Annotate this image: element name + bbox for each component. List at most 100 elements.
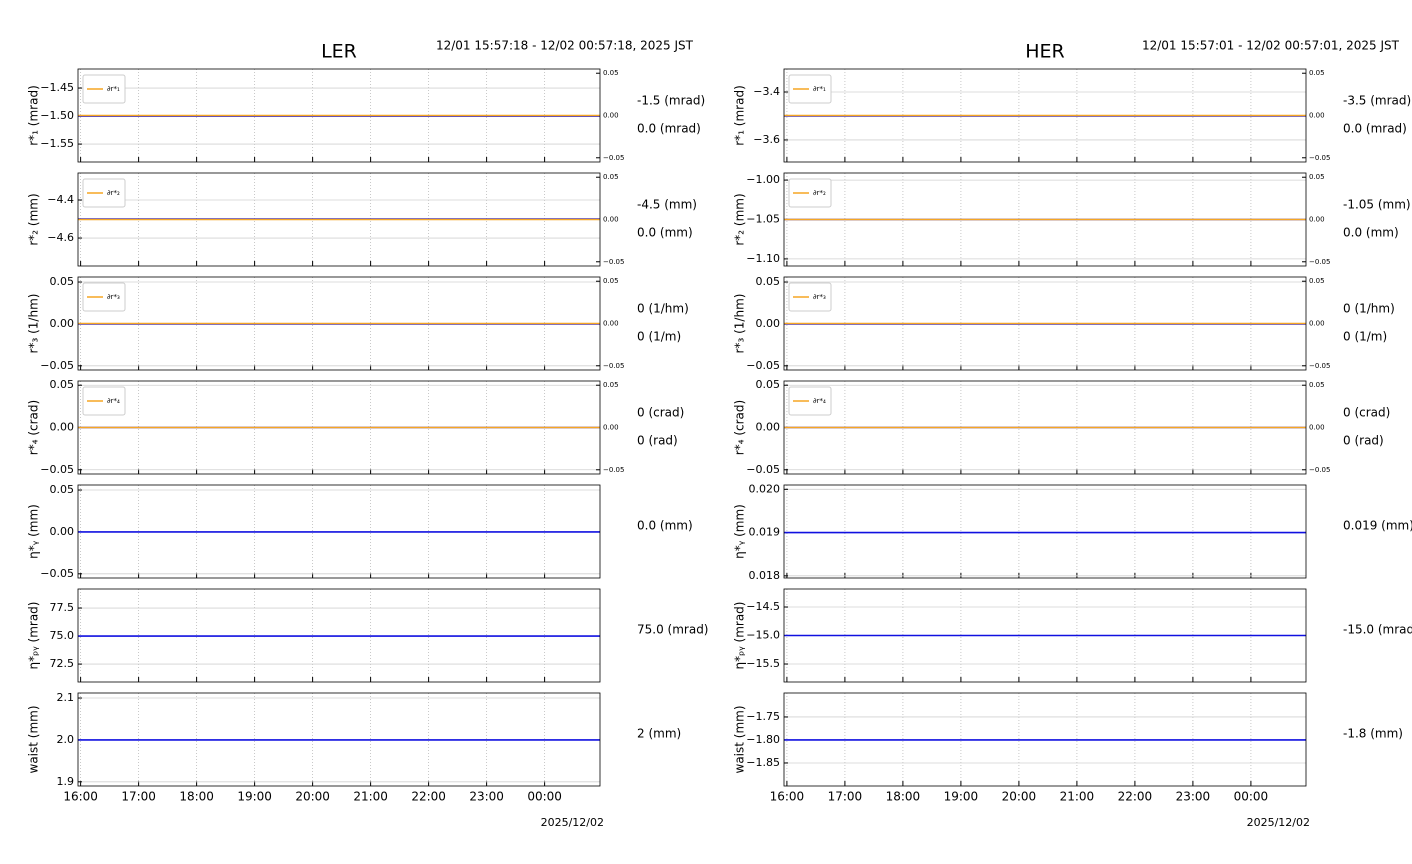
plot-frame <box>783 68 1307 163</box>
y2-tick-label: 0.05 <box>1309 69 1325 77</box>
y-tick-label: −1.00 <box>746 173 780 186</box>
annotation: 0 (rad) <box>1343 434 1384 448</box>
y-axis-label: η*ₚᵧ (mrad) <box>27 602 41 670</box>
legend-box <box>82 282 126 312</box>
annotation: 0.019 (mm) <box>1343 519 1412 533</box>
y2-tick-label: −0.05 <box>1309 362 1330 370</box>
annotation: 2 (mm) <box>637 727 681 741</box>
x-tick-label: 20:00 <box>295 790 330 804</box>
annotation: 0 (1/hm) <box>1343 302 1395 316</box>
y-tick-label: −1.75 <box>746 710 780 723</box>
annotation: 75.0 (mrad) <box>637 623 709 637</box>
y-axis-label: waist (mm) <box>733 705 747 773</box>
plot-frame <box>783 276 1307 371</box>
x-tick-label: 22:00 <box>411 790 446 804</box>
plot-frame <box>783 484 1307 579</box>
y-tick-label: 0.018 <box>749 569 781 582</box>
y-tick-label: −1.05 <box>746 213 780 226</box>
y2-tick-label: 0.00 <box>1309 320 1325 328</box>
y-tick-label: 77.5 <box>50 601 75 614</box>
y-tick-label: −1.55 <box>40 137 74 150</box>
legend-box <box>82 178 126 208</box>
annotation: 0.0 (mm) <box>637 226 693 240</box>
y2-tick-label: 0.00 <box>1309 216 1325 224</box>
y-axis-label: r*₄ (crad) <box>733 400 747 455</box>
y-tick-label: −4.4 <box>47 193 74 206</box>
x-axis-label: 2025/12/02 <box>1247 816 1310 829</box>
y2-tick-label: 0.00 <box>603 424 619 432</box>
legend-box <box>788 74 832 104</box>
annotation: -1.8 (mm) <box>1343 727 1403 741</box>
y-tick-label: −1.50 <box>40 109 74 122</box>
plot-frame <box>77 68 601 163</box>
annotation: 0 (crad) <box>1343 406 1390 420</box>
y2-tick-label: 0.05 <box>1309 173 1325 181</box>
x-tick-label: 17:00 <box>121 790 156 804</box>
legend-box <box>788 178 832 208</box>
x-tick-label: 00:00 <box>1234 790 1269 804</box>
y-axis-label: η*ₚᵧ (mrad) <box>733 602 747 670</box>
y-tick-label: 0.05 <box>50 378 75 391</box>
y-axis-label: waist (mm) <box>27 705 41 773</box>
x-tick-label: 16:00 <box>63 790 98 804</box>
y-tick-label: 1.9 <box>57 775 75 788</box>
annotation: 0 (rad) <box>637 434 678 448</box>
y-tick-label: −0.05 <box>40 463 74 476</box>
annotation: 0 (1/m) <box>1343 330 1387 344</box>
legend-label: ∂r*₁ <box>107 85 120 93</box>
y-tick-label: −15.5 <box>746 657 780 670</box>
y-tick-label: −1.45 <box>40 81 74 94</box>
x-tick-label: 21:00 <box>1060 790 1095 804</box>
x-tick-label: 16:00 <box>770 790 805 804</box>
y-axis-label: r*₂ (mm) <box>27 193 41 245</box>
plot-frame <box>783 172 1307 267</box>
y-tick-label: 0.05 <box>756 275 781 288</box>
y-tick-label: −1.80 <box>746 733 780 746</box>
annotation: -1.5 (mrad) <box>637 94 705 108</box>
legend-box <box>788 282 832 312</box>
x-tick-label: 20:00 <box>1002 790 1037 804</box>
y-axis-label: r*₃ (1/hm) <box>27 294 41 354</box>
y-axis-label: r*₂ (mm) <box>733 193 747 245</box>
legend-label: ∂r*₂ <box>107 189 120 197</box>
y-tick-label: 2.1 <box>57 691 75 704</box>
y-axis-label: r*₁ (mrad) <box>733 85 747 146</box>
x-tick-label: 00:00 <box>527 790 562 804</box>
annotation: 0 (1/hm) <box>637 302 689 316</box>
y-tick-label: 0.00 <box>756 317 781 330</box>
y-tick-label: 0.020 <box>749 482 781 495</box>
y-axis-label: r*₄ (crad) <box>27 400 41 455</box>
y2-tick-label: 0.05 <box>603 173 619 181</box>
chart-subtitle: 12/01 15:57:01 - 12/02 00:57:01, 2025 JS… <box>1142 39 1400 53</box>
y-tick-label: −4.6 <box>47 231 74 244</box>
y-tick-label: 0.019 <box>749 526 781 539</box>
y-tick-label: −15.0 <box>746 629 780 642</box>
legend-label: ∂r*₄ <box>107 397 120 405</box>
y-axis-label: r*₃ (1/hm) <box>733 294 747 354</box>
y2-tick-label: −0.05 <box>1309 258 1330 266</box>
y-tick-label: −3.4 <box>753 85 780 98</box>
y-tick-label: −1.85 <box>746 756 780 769</box>
y2-tick-label: −0.05 <box>1309 466 1330 474</box>
y2-tick-label: −0.05 <box>603 258 624 266</box>
y2-tick-label: 0.05 <box>1309 381 1325 389</box>
legend-label: ∂r*₄ <box>813 397 826 405</box>
y-axis-label: η*ᵧ (mm) <box>27 504 41 559</box>
y-tick-label: −3.6 <box>753 133 780 146</box>
legend-label: ∂r*₁ <box>813 85 826 93</box>
legend-box <box>82 386 126 416</box>
x-tick-label: 23:00 <box>469 790 504 804</box>
plot-frame <box>783 588 1307 683</box>
plot-frame <box>77 276 601 371</box>
chart-title: LER <box>321 41 357 63</box>
x-tick-label: 18:00 <box>179 790 214 804</box>
plot-frame <box>77 588 601 683</box>
y2-tick-label: −0.05 <box>603 466 624 474</box>
annotation: -4.5 (mm) <box>637 198 697 212</box>
y2-tick-label: −0.05 <box>1309 154 1330 162</box>
plot-frame <box>783 692 1307 787</box>
chart-subtitle: 12/01 15:57:18 - 12/02 00:57:18, 2025 JS… <box>436 39 694 53</box>
y-tick-label: 0.00 <box>50 525 75 538</box>
x-tick-label: 23:00 <box>1176 790 1211 804</box>
